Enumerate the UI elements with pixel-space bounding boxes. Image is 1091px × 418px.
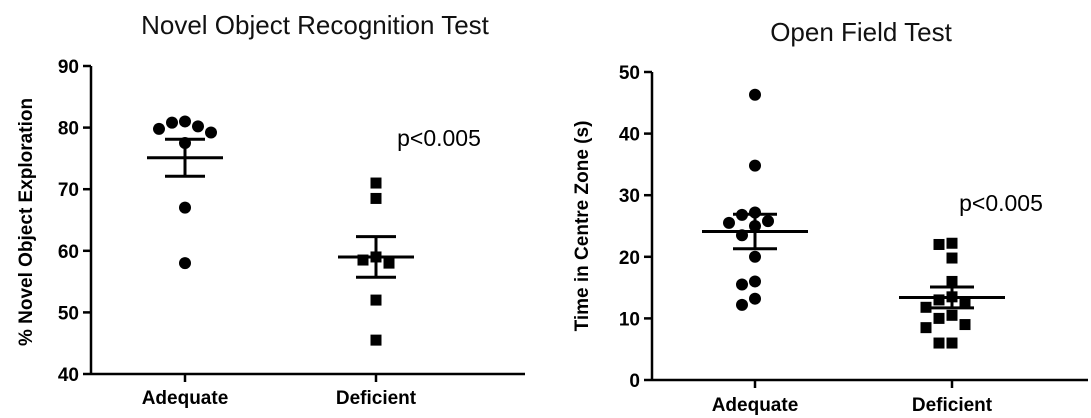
data-point-square (383, 257, 395, 269)
data-point-square (959, 297, 971, 309)
data-point-circle (736, 278, 748, 291)
x-category-label: Deficient (912, 395, 993, 416)
y-tick-label: 0 (629, 371, 640, 392)
data-point-square (357, 254, 369, 266)
data-point-circle (166, 116, 178, 129)
data-point-square (370, 334, 382, 346)
data-point-circle (762, 215, 774, 228)
y-tick-label: 90 (58, 57, 79, 78)
data-point-square (370, 177, 382, 189)
y-axis-label: % Novel Object Exploration (16, 98, 37, 346)
data-point-circle (736, 298, 748, 311)
data-point-circle (749, 292, 761, 305)
data-point-circle (749, 250, 761, 263)
x-category-label: Adequate (142, 388, 229, 409)
y-tick-label: 60 (58, 242, 79, 263)
data-point-square (946, 309, 958, 321)
y-tick-label: 30 (619, 186, 640, 207)
data-point-circle (179, 115, 191, 128)
x-category-label: Deficient (336, 388, 417, 409)
data-point-circle (179, 257, 191, 270)
chart-open-field: Open Field Test Time in Centre Zone (s) … (572, 17, 1088, 416)
chart-novel-object-recognition: Novel Object Recognition Test % Novel Ob… (16, 10, 525, 409)
data-point-square (933, 238, 945, 250)
data-point-square (946, 337, 958, 349)
data-point-square (920, 322, 932, 334)
data-point-square (933, 337, 945, 349)
data-point-square (370, 192, 382, 204)
y-tick-label: 40 (619, 125, 640, 146)
p-value-annotation: p<0.005 (959, 190, 1043, 216)
chart-title: Novel Object Recognition Test (141, 10, 490, 40)
data-point-square (920, 301, 932, 313)
data-point-circle (205, 126, 217, 139)
p-value-annotation: p<0.005 (397, 125, 481, 151)
y-tick-label: 50 (619, 63, 640, 84)
data-point-square (946, 252, 958, 264)
data-point-circle (153, 122, 165, 135)
data-point-square (370, 294, 382, 306)
y-tick-label: 80 (58, 119, 79, 140)
data-point-circle (749, 88, 761, 101)
data-point-circle (749, 275, 761, 288)
y-tick-label: 40 (58, 365, 79, 386)
data-point-circle (179, 201, 191, 214)
data-point-circle (192, 120, 204, 133)
y-tick-label: 20 (619, 248, 640, 269)
data-point-square (946, 237, 958, 249)
x-category-label: Adequate (712, 395, 799, 416)
data-point-circle (723, 216, 735, 229)
data-point-square (933, 312, 945, 324)
chart-title: Open Field Test (770, 17, 952, 47)
y-axis-label: Time in Centre Zone (s) (572, 121, 593, 332)
y-tick-label: 50 (58, 303, 79, 324)
data-point-square (959, 319, 971, 331)
data-point-square (946, 275, 958, 287)
data-point-circle (749, 159, 761, 172)
y-tick-label: 10 (619, 309, 640, 330)
data-point-square (933, 294, 945, 306)
y-tick-label: 70 (58, 180, 79, 201)
